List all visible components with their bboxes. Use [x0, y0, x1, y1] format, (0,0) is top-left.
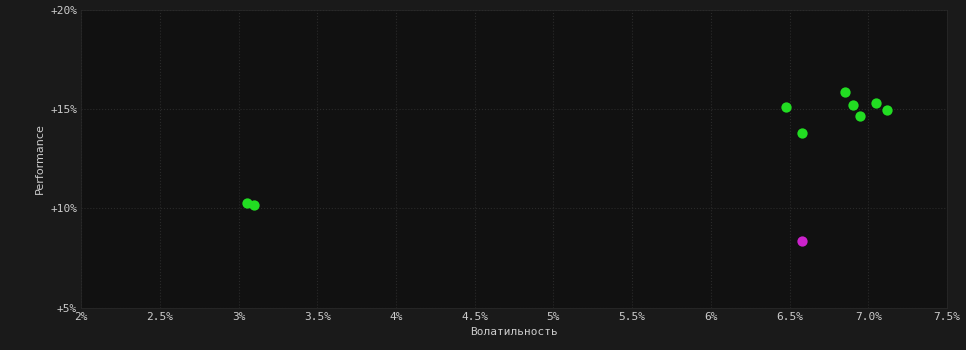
Point: [853, 113, 868, 119]
X-axis label: Волатильность: Волатильность: [470, 328, 558, 337]
Point: [246, 203, 262, 208]
Point: [868, 100, 884, 106]
Point: [879, 107, 895, 113]
Point: [837, 89, 852, 95]
Point: [794, 130, 810, 135]
Y-axis label: Performance: Performance: [35, 123, 44, 194]
Point: [779, 104, 794, 110]
Point: [794, 238, 810, 244]
Point: [845, 102, 861, 108]
Point: [239, 201, 254, 206]
